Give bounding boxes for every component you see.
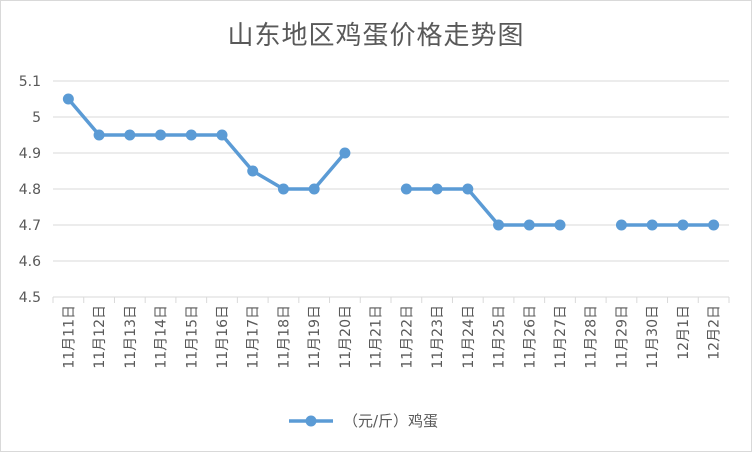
legend-label: （元/斤）鸡蛋 (343, 412, 438, 430)
y-tick-label: 4.9 (19, 146, 41, 162)
data-point (62, 93, 74, 105)
data-point (615, 219, 627, 231)
y-tick-label: 4.7 (19, 218, 41, 234)
series-line (67, 97, 347, 191)
data-point (431, 183, 443, 195)
y-tick-label: 4.8 (19, 182, 41, 198)
y-tick-label: 5.1 (19, 74, 41, 90)
x-tick-label: 11月30日 (645, 305, 661, 369)
data-point (554, 219, 566, 231)
x-tick-label: 11月22日 (399, 305, 415, 369)
x-tick-label: 11月19日 (307, 305, 323, 369)
y-tick-label: 5 (32, 110, 41, 126)
data-point (155, 129, 167, 141)
x-tick-label: 11月20日 (338, 305, 354, 369)
x-tick-label: 11月17日 (246, 305, 262, 369)
x-tick-label: 11月29日 (614, 305, 630, 369)
data-point (216, 129, 228, 141)
data-point (124, 129, 136, 141)
x-tick-label: 11月27日 (553, 305, 569, 369)
x-tick-label: 12月1日 (676, 305, 692, 360)
x-tick-label: 11月21日 (369, 305, 385, 369)
data-point (247, 165, 259, 177)
data-point (185, 129, 197, 141)
x-tick-label: 11月26日 (522, 305, 538, 369)
data-point (493, 219, 505, 231)
x-tick-label: 11月25日 (492, 305, 508, 369)
data-point (339, 147, 351, 159)
x-tick-label: 11月13日 (123, 305, 139, 369)
data-point (93, 129, 105, 141)
data-point (646, 219, 658, 231)
data-point (400, 183, 412, 195)
x-tick-label: 12月2日 (707, 305, 723, 360)
y-tick-label: 4.5 (19, 290, 41, 306)
data-point (677, 219, 689, 231)
x-tick-label: 11月11日 (61, 305, 77, 369)
x-tick-label: 11月12日 (92, 305, 108, 369)
y-tick-label: 4.6 (19, 254, 41, 270)
data-point (708, 219, 720, 231)
data-point (462, 183, 474, 195)
x-tick-label: 11月15日 (184, 305, 200, 369)
data-point (308, 183, 320, 195)
chart-title: 山东地区鸡蛋价格走势图 (227, 21, 525, 51)
x-tick-label: 11月16日 (215, 305, 231, 369)
x-tick-label: 11月14日 (154, 305, 170, 369)
x-tick-label: 11月23日 (430, 305, 446, 369)
data-point (277, 183, 289, 195)
x-tick-label: 11月24日 (461, 305, 477, 369)
series-line (406, 187, 560, 227)
x-tick-label: 11月28日 (584, 305, 600, 369)
legend-marker (305, 415, 317, 427)
x-tick-label: 11月18日 (276, 305, 292, 369)
data-point (523, 219, 535, 231)
